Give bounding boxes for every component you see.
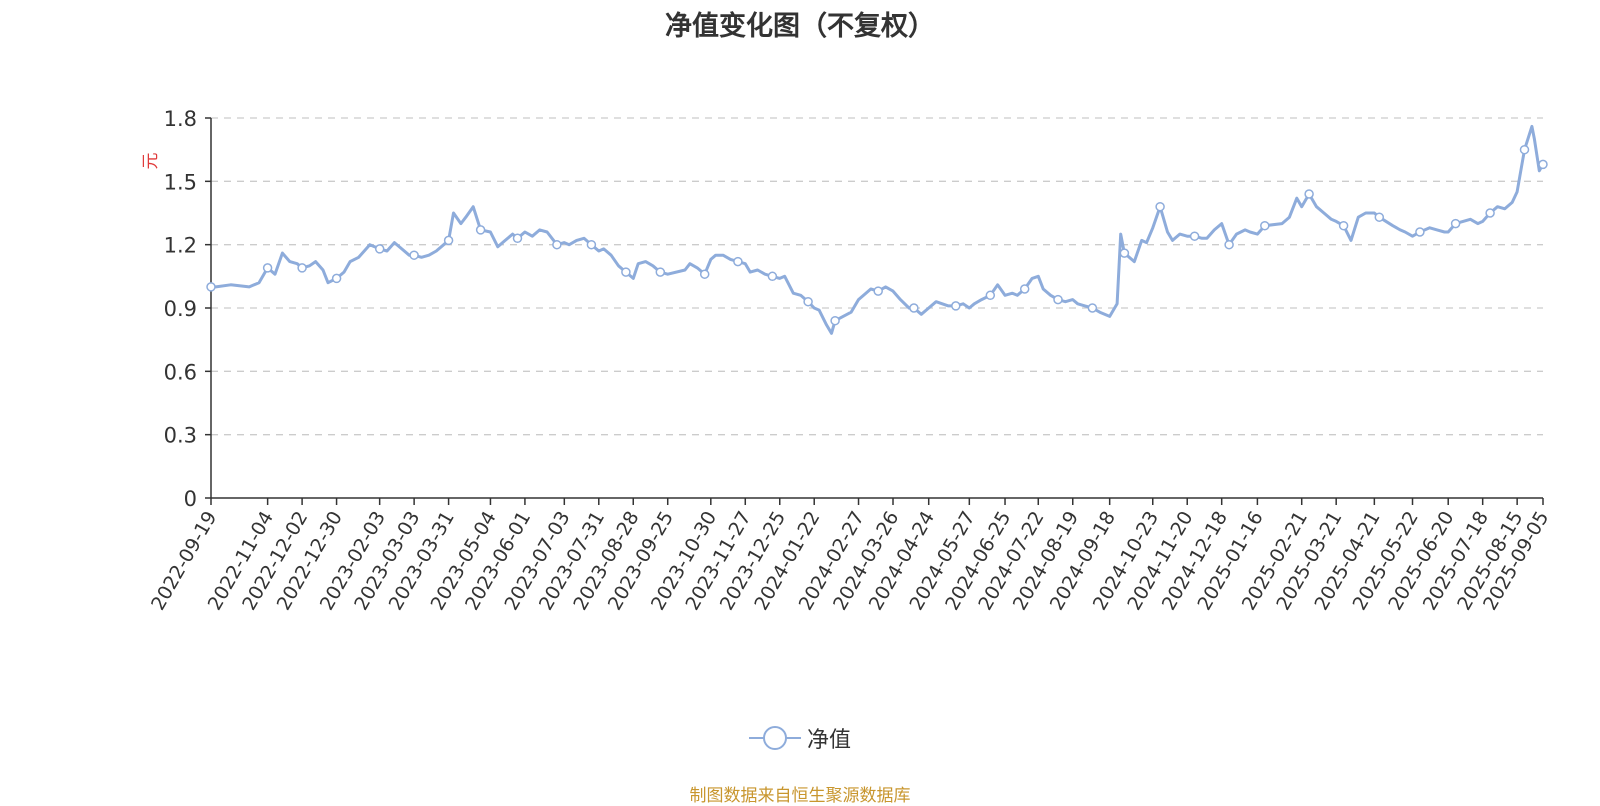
data-point[interactable] [1224,239,1234,250]
y-tick-label: 1.5 [164,170,197,194]
chart-title: 净值变化图（不复权） [665,11,935,42]
y-axis-label: 元 [141,153,161,170]
data-point[interactable] [206,282,216,292]
data-point[interactable] [951,301,961,311]
series-line [209,124,1545,335]
data-point[interactable] [1538,159,1548,170]
data-point[interactable] [1450,218,1461,229]
y-tick-labels: 0 0.3 0.6 0.9 1.2 1.5 1.8 [164,107,211,511]
data-point[interactable] [733,256,743,267]
y-tick-label: 0.6 [164,360,197,384]
data-point[interactable] [1119,248,1130,258]
data-point[interactable] [1338,220,1349,231]
data-point[interactable] [909,303,919,313]
data-point[interactable] [374,244,385,254]
legend-label: 净值 [806,728,851,753]
data-point[interactable] [873,286,883,296]
series-net-value [206,124,1548,335]
data-point[interactable] [297,263,307,273]
data-point[interactable] [767,271,778,282]
data-point[interactable] [985,290,996,301]
data-point[interactable] [1485,208,1495,218]
data-point[interactable] [1189,231,1200,241]
data-point[interactable] [586,239,597,250]
data-point[interactable] [1415,227,1425,237]
data-point[interactable] [1374,212,1385,222]
data-point[interactable] [409,250,419,260]
data-point[interactable] [475,225,486,235]
data-point[interactable] [1519,144,1530,155]
data-point[interactable] [512,233,523,244]
data-point[interactable] [1304,189,1314,199]
x-tick-labels: 2022-09-192022-11-042022-12-022022-12-30… [147,498,1553,614]
y-tick-label: 1.2 [164,234,197,258]
data-point[interactable] [803,296,813,307]
data-point[interactable] [830,315,840,326]
y-tick-label: 1.8 [164,107,197,131]
data-point[interactable] [699,269,710,279]
y-tick-label: 0.9 [164,297,197,321]
data-point[interactable] [1019,284,1030,294]
y-tick-label: 0.3 [164,424,197,448]
legend[interactable]: 净值 [0,722,1600,754]
data-point[interactable] [443,235,454,246]
data-point[interactable] [262,263,273,273]
data-point[interactable] [1155,201,1165,212]
data-point[interactable] [1087,303,1098,313]
legend-line-circle-icon [748,726,801,750]
data-point[interactable] [621,267,631,277]
y-tick-label: 0 [184,487,197,511]
gridlines [211,117,1543,436]
data-point[interactable] [655,267,666,277]
source-note: 制图数据来自恒生聚源数据库 [689,786,911,806]
data-point[interactable] [1260,220,1270,231]
data-point[interactable] [1053,294,1063,305]
data-point[interactable] [331,273,342,284]
data-point[interactable] [552,239,562,250]
